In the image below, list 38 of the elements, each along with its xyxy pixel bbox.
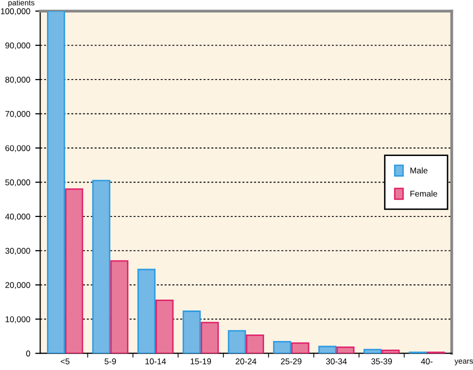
bar xyxy=(228,330,246,354)
y-tick-label: 50,000 xyxy=(5,179,30,186)
bar xyxy=(182,310,201,354)
bar xyxy=(110,260,128,354)
bar xyxy=(318,346,336,354)
x-tick-label: 40- xyxy=(421,358,432,364)
y-tick-label: 80,000 xyxy=(5,76,30,84)
x-tick-label: 20-24 xyxy=(236,358,256,364)
x-tick-label: 35-39 xyxy=(371,358,392,364)
y-tick-label: 40,000 xyxy=(5,214,30,221)
y-tick-label: 100,000 xyxy=(1,8,30,16)
bar xyxy=(46,11,66,354)
y-tick-label: 90,000 xyxy=(5,42,30,50)
bar xyxy=(382,350,400,354)
bar xyxy=(291,342,310,354)
bar xyxy=(92,180,110,354)
y-tick-label: 30,000 xyxy=(5,248,30,255)
y-tick-label: 20,000 xyxy=(5,282,30,289)
bar xyxy=(336,346,354,354)
legend-label: Female xyxy=(410,190,438,197)
x-tick-label: 15-19 xyxy=(190,358,211,364)
x-tick-label: 25-29 xyxy=(280,358,302,364)
bar xyxy=(155,300,174,354)
bar xyxy=(200,322,219,354)
bar xyxy=(273,341,292,354)
bar xyxy=(137,268,156,354)
y-tick-label: 60,000 xyxy=(5,145,30,152)
x-tick-label: <5 xyxy=(60,358,70,364)
y-tick-label: 0 xyxy=(26,350,30,356)
bar xyxy=(65,188,84,354)
x-tick-label: 10-14 xyxy=(146,358,166,364)
y-tick-label: 70,000 xyxy=(5,110,30,118)
bar xyxy=(364,348,382,354)
x-tick-label: 5-9 xyxy=(104,358,116,364)
bar xyxy=(246,334,264,354)
y-tick-label: 10,000 xyxy=(6,316,30,324)
x-tick-label: 30-34 xyxy=(326,358,347,364)
legend-label: Male xyxy=(410,167,428,174)
